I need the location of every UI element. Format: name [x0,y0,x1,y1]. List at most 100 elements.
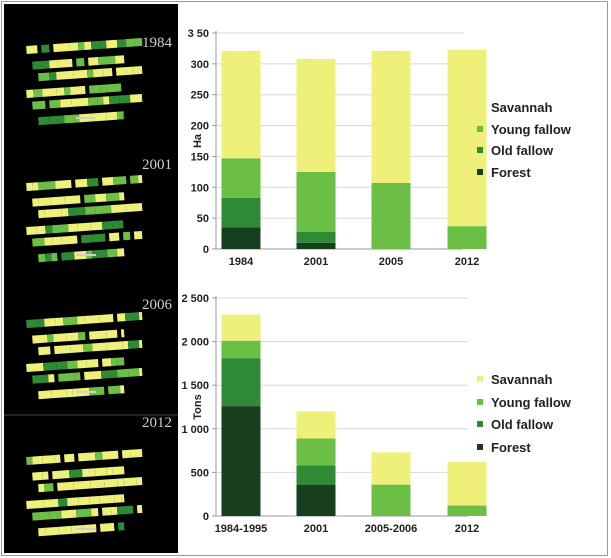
map-patch [73,480,91,490]
bar-savannah-2001 [296,411,336,439]
map-patch [114,55,125,64]
map-patch [73,69,88,79]
map-patch [49,71,57,81]
map-patch [82,468,96,478]
map-patch [101,176,114,186]
map-patch [54,454,61,464]
x-tick-label: 1984-1995 [215,523,268,535]
map-patch [32,334,48,344]
bar-young-fallow-2005 [371,182,411,249]
map-patch [64,195,81,205]
map-patch [127,340,140,349]
map-patch [94,467,107,477]
map-patch [101,507,112,516]
map-strip-band [38,522,125,537]
map-strip-band [26,220,124,236]
map-patch [36,225,46,235]
map-patch [32,237,45,247]
bar-savannah-2012 [447,461,487,506]
map-patch [84,370,102,380]
bar-forest-2001 [296,242,336,249]
map-strip-band [32,504,143,521]
map-strip-band [38,202,143,219]
map-strip-band [26,83,122,99]
map-patch [129,94,142,103]
x-tick-label: 1984 [229,256,254,268]
map-patch [26,456,33,466]
map-patch [49,510,62,520]
map-patch [44,237,53,246]
legend-label-young-fallow: Young fallow [491,122,572,137]
map-patch [70,344,84,353]
map-patch [83,41,92,50]
map-patch [116,368,129,378]
map-patch [132,65,143,75]
map-patch [84,206,96,215]
legend-label-forest: Forest [491,165,531,180]
map-patch [69,469,83,479]
map-patch [61,251,75,261]
x-tick-label: 2001 [304,523,328,535]
map-strip-band [26,311,143,329]
legend-swatch-old-fallow [477,421,483,427]
map-patch [105,83,122,93]
map-patch [116,357,125,366]
map-patch [52,470,70,480]
map-patch [45,526,59,536]
map-patch [86,69,94,78]
map-patch [56,87,65,96]
map-patch [81,234,93,244]
legend-label-old-fallow: Old fallow [491,417,554,432]
legend-label-old-fallow: Old fallow [491,143,554,158]
map-strip-band [26,174,143,192]
map-patch [90,112,107,122]
map-patch [89,221,103,231]
map-patch [110,357,118,367]
map-patch [32,182,39,191]
map-patch [87,57,99,66]
map-patch [64,114,80,124]
map-patch [55,179,72,190]
map-patch [52,224,69,234]
map-patch [116,478,125,487]
map-scale-bar [76,254,96,256]
map-patch [49,99,61,109]
x-tick-label: 2005-2006 [365,523,418,535]
map-patch [26,226,37,236]
map-patch [91,249,108,259]
x-tick-label: 2001 [304,256,328,268]
map-strip-band [38,248,125,263]
map-patch [138,339,143,349]
map-patch [88,330,107,340]
bar-young-fallow-2001 [296,438,336,466]
y-tick-label: 3 50 [188,28,209,40]
map-patch [121,449,131,459]
y-tick-label: 200 [191,121,209,133]
bar-forest-1984-1995 [221,406,261,516]
map-patch [41,44,50,53]
map-patch [101,358,112,367]
map-patch [67,360,78,370]
map-patch [61,235,78,245]
map-patch [102,96,110,105]
map-patch [67,497,79,507]
map-year-label: 2012 [142,415,172,431]
map-patch [110,506,118,516]
map-patch [26,499,44,510]
map-patch [117,522,125,531]
map-patch [32,455,43,465]
chart-1: 0 50 100 150 200 250 300 3 50 Ha 1984 2001 2005 2012… [188,28,572,268]
legend-swatch-old-fallow [477,147,483,153]
map-patch [61,509,77,519]
legend-swatch-young-fallow [477,126,483,132]
map-patch [98,40,107,49]
map-patch [100,369,118,379]
map-patch [45,253,52,262]
map-patch [108,95,120,105]
map-patch [105,39,118,49]
map-patch [45,225,53,234]
y-tick-label: 1 000 [181,424,209,436]
map-patch [87,97,98,106]
